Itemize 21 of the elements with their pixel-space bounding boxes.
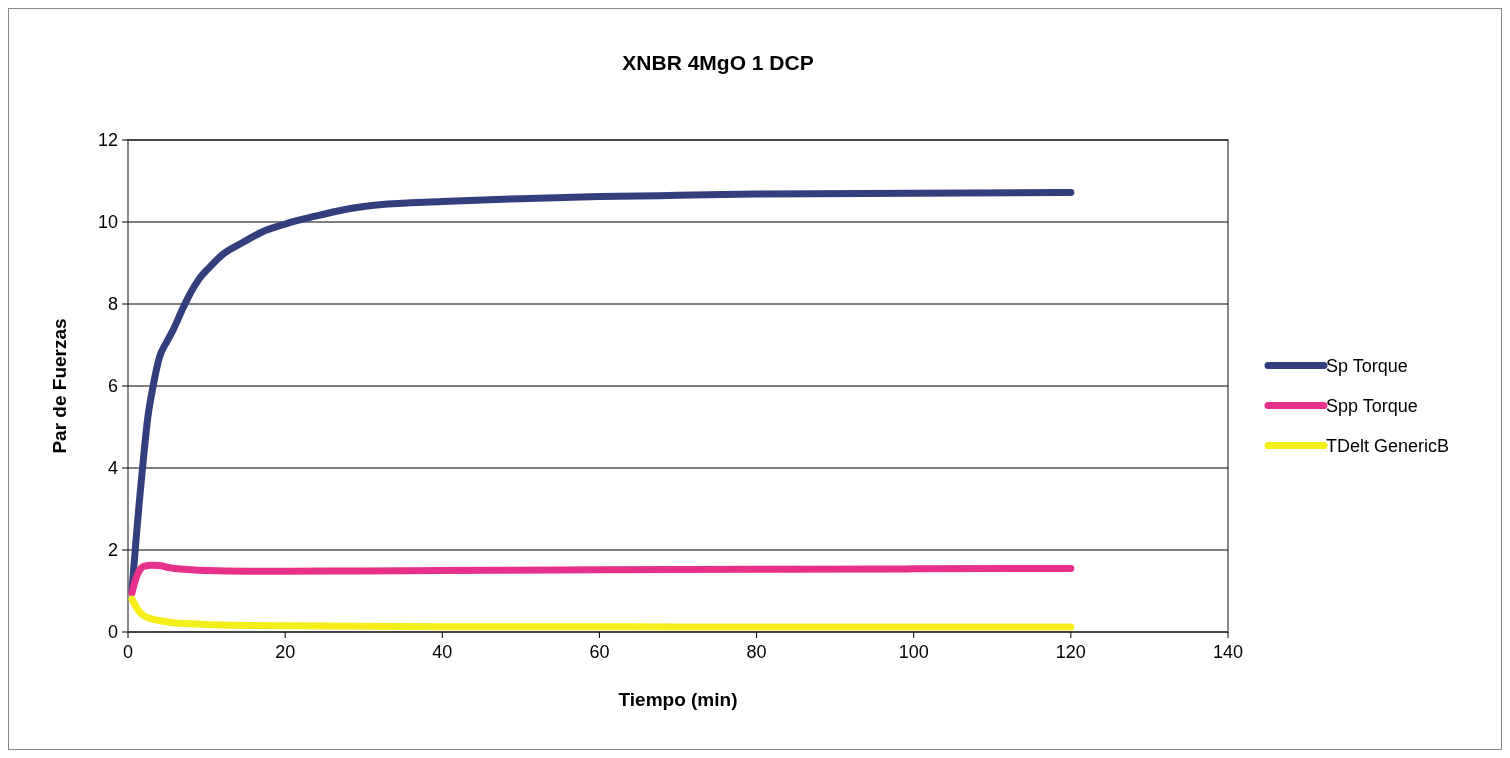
- x-tick-label: 40: [432, 642, 453, 662]
- y-tick-label: 0: [107, 622, 118, 643]
- y-tick-label: 4: [107, 458, 118, 479]
- x-tick-label: 80: [746, 642, 767, 662]
- x-tick-label: 100: [898, 642, 929, 662]
- x-tick-label: 20: [275, 642, 296, 662]
- legend-label: Sp Torque: [1326, 355, 1408, 376]
- y-tick-label: 6: [107, 376, 118, 397]
- y-tick-label: 12: [97, 130, 118, 151]
- x-axis-title: Tiempo (min): [618, 689, 738, 710]
- y-tick-label: 2: [107, 540, 118, 561]
- y-tick-label: 8: [107, 294, 118, 315]
- x-tick-label: 120: [1055, 642, 1086, 662]
- x-tick-label: 60: [589, 642, 610, 662]
- y-axis-title: Par de Fuerzas: [49, 318, 70, 454]
- y-tick-label: 10: [97, 212, 118, 233]
- legend-label: Spp Torque: [1326, 395, 1418, 416]
- chart-title: XNBR 4MgO 1 DCP: [622, 51, 814, 74]
- x-tick-label: 140: [1212, 642, 1244, 662]
- x-tick-label: 0: [122, 642, 134, 662]
- legend-label: TDelt GenericB: [1326, 435, 1450, 456]
